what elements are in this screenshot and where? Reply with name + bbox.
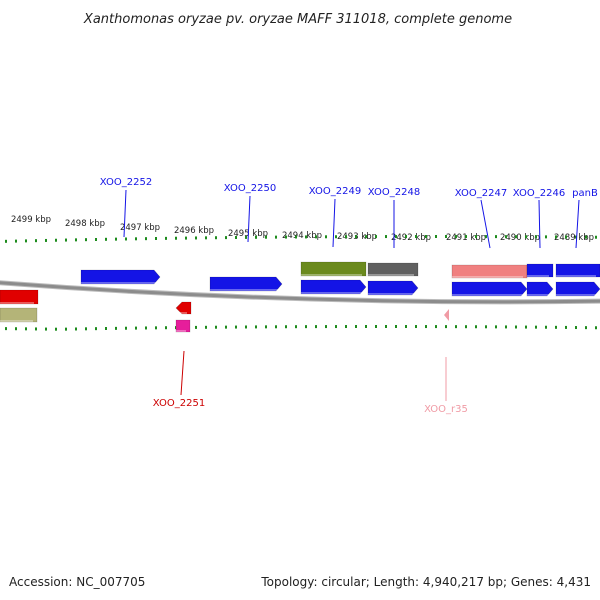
tick-ring-inner	[5, 325, 597, 331]
gene-label[interactable]: panB	[572, 188, 598, 199]
feature-highlight	[368, 274, 414, 276]
accession-label: Accession: NC_007705	[9, 575, 146, 589]
leader-line	[180, 350, 185, 396]
scale-label: 2496 kbp	[174, 226, 214, 236]
gene-label[interactable]: XOO_2251	[153, 398, 205, 409]
feature-highlight	[368, 293, 414, 295]
backbone-line	[0, 281, 600, 304]
scale-label: 2499 kbp	[11, 215, 51, 225]
feature-highlight	[301, 274, 362, 276]
map-title: Xanthomonas oryzae pv. oryzae MAFF 31101…	[83, 12, 512, 27]
scale-label: 2497 kbp	[120, 223, 160, 233]
feature-highlight	[0, 302, 34, 304]
cds-feature[interactable]	[367, 280, 419, 296]
leader-line	[575, 199, 580, 249]
feature-highlight	[527, 294, 549, 296]
gene-label[interactable]: XOO_2249	[309, 186, 361, 197]
label-leaders: XOO_2252 XOO_2250 XOO_2249 XOO_2248 XOO_2247…	[100, 177, 598, 415]
gene-label[interactable]: XOO_2252	[100, 177, 152, 188]
feature-highlight	[0, 320, 33, 322]
leader-line	[332, 198, 336, 248]
cds-feature[interactable]	[451, 281, 528, 297]
backbone	[0, 280, 600, 305]
gene-label[interactable]: XOO_2250	[224, 183, 276, 194]
feature-highlight	[81, 282, 156, 284]
scale-label: 2489 kbp	[554, 233, 594, 243]
cds-feature[interactable]	[555, 263, 600, 278]
leader-line	[480, 199, 491, 249]
scale-label: 2494 kbp	[282, 231, 322, 241]
rna-marker[interactable]	[444, 309, 449, 321]
feature-highlight	[556, 294, 596, 296]
cds-feature[interactable]	[526, 263, 554, 278]
feature-highlight	[556, 275, 596, 277]
feature-track	[0, 261, 600, 333]
cds-feature[interactable]	[175, 301, 192, 315]
cds-feature[interactable]	[209, 276, 283, 292]
trna-feature[interactable]	[175, 319, 191, 333]
gene-label[interactable]: XOO_r35	[424, 404, 468, 415]
leader-line	[123, 189, 127, 238]
cds-feature[interactable]	[300, 261, 367, 277]
gene-label[interactable]: XOO_2246	[513, 188, 565, 199]
feature-highlight	[452, 276, 523, 278]
topology-summary: Topology: circular; Length: 4,940,217 bp…	[261, 575, 591, 589]
feature-highlight	[176, 312, 187, 314]
cds-feature[interactable]	[367, 262, 419, 277]
rrna-feature[interactable]	[451, 264, 528, 279]
gene-label[interactable]: XOO_2248	[368, 187, 420, 198]
cds-feature[interactable]	[526, 281, 554, 297]
cds-feature[interactable]	[0, 289, 39, 305]
tick-ring-outer	[5, 235, 597, 243]
gene-label[interactable]: XOO_2247	[455, 188, 507, 199]
cds-feature[interactable]	[80, 269, 161, 285]
cds-feature[interactable]	[0, 307, 38, 323]
feature-highlight	[452, 294, 523, 296]
leader-line	[538, 199, 541, 249]
leader-line	[247, 195, 251, 243]
scale-label: 2498 kbp	[65, 219, 105, 229]
scale-labels: 2499 kbp 2498 kbp 2497 kbp 2496 kbp 2495 kbp…	[11, 215, 594, 243]
cds-feature[interactable]	[300, 279, 367, 295]
feature-highlight	[527, 275, 549, 277]
feature-highlight	[210, 289, 278, 291]
feature-highlight	[176, 330, 186, 332]
scale-label: 2490 kbp	[500, 233, 540, 243]
scale-label: 2492 kbp	[391, 233, 431, 243]
feature-highlight	[301, 292, 362, 294]
cds-feature[interactable]	[555, 281, 600, 297]
